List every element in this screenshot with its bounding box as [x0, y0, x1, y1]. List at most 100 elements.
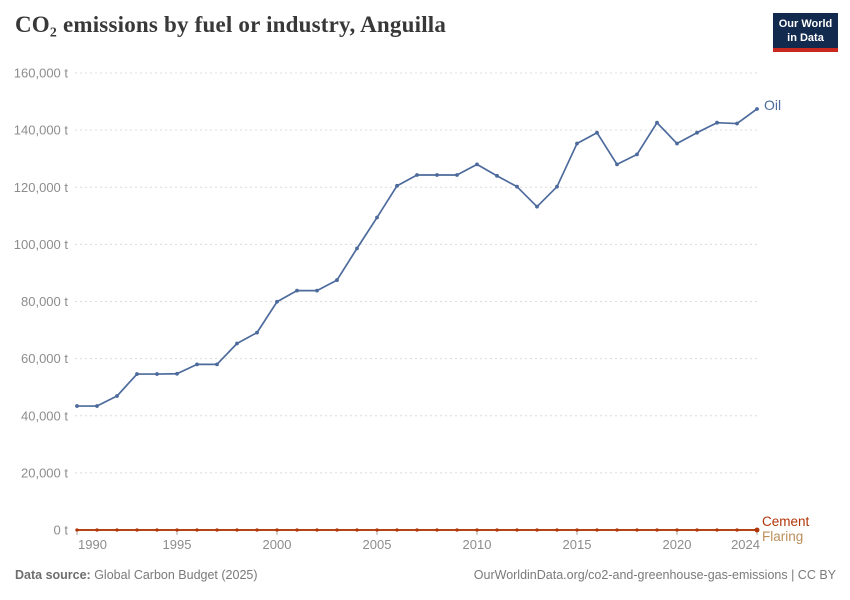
- data-point-oil[interactable]: [455, 173, 459, 177]
- x-axis-tick-label: 1995: [163, 537, 192, 552]
- data-point-cement[interactable]: [655, 528, 659, 532]
- data-point-cement[interactable]: [355, 528, 359, 532]
- data-point-oil[interactable]: [335, 278, 339, 282]
- data-point-oil[interactable]: [615, 162, 619, 167]
- data-point-oil[interactable]: [155, 372, 159, 376]
- data-point-cement[interactable]: [335, 528, 339, 532]
- page-title: CO₂ emissions by fuel or industry, Angui…: [15, 12, 447, 37]
- data-point-oil[interactable]: [635, 152, 639, 157]
- data-point-cement[interactable]: [615, 528, 619, 532]
- x-axis-tick-label: 1990: [78, 537, 107, 552]
- data-point-cement[interactable]: [455, 528, 459, 532]
- data-point-oil[interactable]: [495, 173, 499, 178]
- data-point-oil[interactable]: [595, 130, 599, 135]
- data-source-label: Data source:: [15, 568, 91, 582]
- data-point-cement[interactable]: [555, 528, 559, 532]
- data-point-cement[interactable]: [195, 528, 199, 532]
- data-point-oil[interactable]: [75, 404, 79, 408]
- data-point-cement[interactable]: [275, 528, 279, 532]
- data-point-oil[interactable]: [175, 371, 179, 376]
- data-point-oil[interactable]: [555, 184, 559, 189]
- data-point-cement[interactable]: [675, 528, 679, 532]
- data-point-oil[interactable]: [575, 141, 579, 146]
- y-axis-tick-label: 120,000 t: [14, 180, 69, 195]
- y-axis-tick-label: 100,000 t: [14, 237, 69, 252]
- y-axis-tick-label: 20,000 t: [21, 465, 68, 480]
- data-point-oil[interactable]: [395, 183, 399, 188]
- chart-footer: Data source: Global Carbon Budget (2025)…: [15, 568, 836, 582]
- data-point-oil[interactable]: [715, 120, 719, 125]
- data-point-oil[interactable]: [295, 288, 299, 293]
- data-point-oil[interactable]: [475, 162, 479, 167]
- y-axis-tick-label: 160,000 t: [14, 66, 69, 81]
- data-point-oil[interactable]: [255, 330, 259, 335]
- x-axis-tick-label: 2000: [263, 537, 292, 552]
- data-point-oil[interactable]: [675, 141, 679, 146]
- data-point-oil[interactable]: [375, 215, 379, 220]
- data-point-cement[interactable]: [115, 528, 119, 532]
- data-point-oil[interactable]: [435, 173, 439, 177]
- owid-logo-line1: Our World: [778, 18, 833, 30]
- data-point-oil[interactable]: [535, 204, 539, 209]
- data-point-cement[interactable]: [315, 528, 319, 532]
- data-source-value: Global Carbon Budget (2025): [90, 568, 258, 582]
- data-point-cement[interactable]: [295, 528, 299, 532]
- y-axis-tick-label: 140,000 t: [14, 123, 69, 138]
- data-source: Data source: Global Carbon Budget (2025): [15, 568, 258, 582]
- data-point-oil[interactable]: [415, 173, 419, 177]
- data-point-cement[interactable]: [435, 528, 439, 532]
- data-point-oil[interactable]: [755, 107, 759, 111]
- data-point-oil[interactable]: [215, 362, 219, 367]
- x-axis-tick-label: 2010: [463, 537, 492, 552]
- data-point-oil[interactable]: [115, 394, 119, 398]
- data-point-oil[interactable]: [355, 246, 359, 251]
- data-point-cement[interactable]: [95, 528, 99, 532]
- data-point-cement[interactable]: [235, 528, 239, 532]
- owid-logo-line2: in Data: [787, 32, 824, 45]
- data-point-cement[interactable]: [735, 528, 739, 532]
- data-point-cement[interactable]: [75, 528, 79, 532]
- data-point-oil[interactable]: [735, 121, 739, 126]
- data-point-cement[interactable]: [635, 528, 639, 532]
- data-point-cement[interactable]: [475, 528, 479, 532]
- credit-link[interactable]: OurWorldinData.org/co2-and-greenhouse-ga…: [473, 568, 836, 582]
- data-point-cement[interactable]: [595, 528, 599, 532]
- series-label-flaring[interactable]: Flaring: [762, 529, 804, 544]
- data-point-oil[interactable]: [235, 341, 239, 346]
- y-axis-tick-label: 80,000 t: [21, 294, 68, 309]
- data-point-oil[interactable]: [135, 372, 139, 376]
- x-axis-tick-label: 2015: [563, 537, 592, 552]
- data-point-cement[interactable]: [375, 528, 379, 532]
- series-label-cement[interactable]: Cement: [762, 514, 810, 529]
- owid-logo[interactable]: Our World in Data: [773, 13, 838, 53]
- data-point-oil[interactable]: [655, 120, 659, 125]
- y-axis-tick-label: 40,000 t: [21, 408, 68, 423]
- data-point-cement[interactable]: [155, 528, 159, 532]
- data-point-oil[interactable]: [195, 362, 199, 367]
- data-point-oil[interactable]: [695, 130, 699, 135]
- data-point-oil[interactable]: [275, 299, 279, 304]
- data-point-cement[interactable]: [515, 528, 519, 532]
- data-point-oil[interactable]: [95, 404, 99, 408]
- data-point-oil[interactable]: [315, 288, 319, 293]
- data-point-cement[interactable]: [135, 528, 139, 532]
- data-point-cement[interactable]: [575, 528, 579, 532]
- series-line-oil[interactable]: [77, 108, 758, 407]
- x-axis-tick-label: 2005: [363, 537, 392, 552]
- y-axis-tick-label: 60,000 t: [21, 351, 68, 366]
- data-point-cement[interactable]: [495, 528, 499, 532]
- data-point-cement[interactable]: [535, 528, 539, 532]
- data-point-cement[interactable]: [415, 528, 419, 532]
- series-label-oil[interactable]: Oil: [764, 97, 782, 113]
- data-point-oil[interactable]: [515, 184, 519, 189]
- data-point-cement[interactable]: [215, 528, 219, 532]
- x-axis-tick-label: 2024: [731, 537, 760, 552]
- data-point-cement[interactable]: [255, 528, 259, 532]
- data-point-cement[interactable]: [754, 527, 760, 533]
- x-axis-tick-label: 2020: [663, 537, 692, 552]
- data-point-cement[interactable]: [175, 528, 179, 532]
- data-point-cement[interactable]: [395, 528, 399, 532]
- data-point-cement[interactable]: [695, 528, 699, 532]
- data-point-cement[interactable]: [715, 528, 719, 532]
